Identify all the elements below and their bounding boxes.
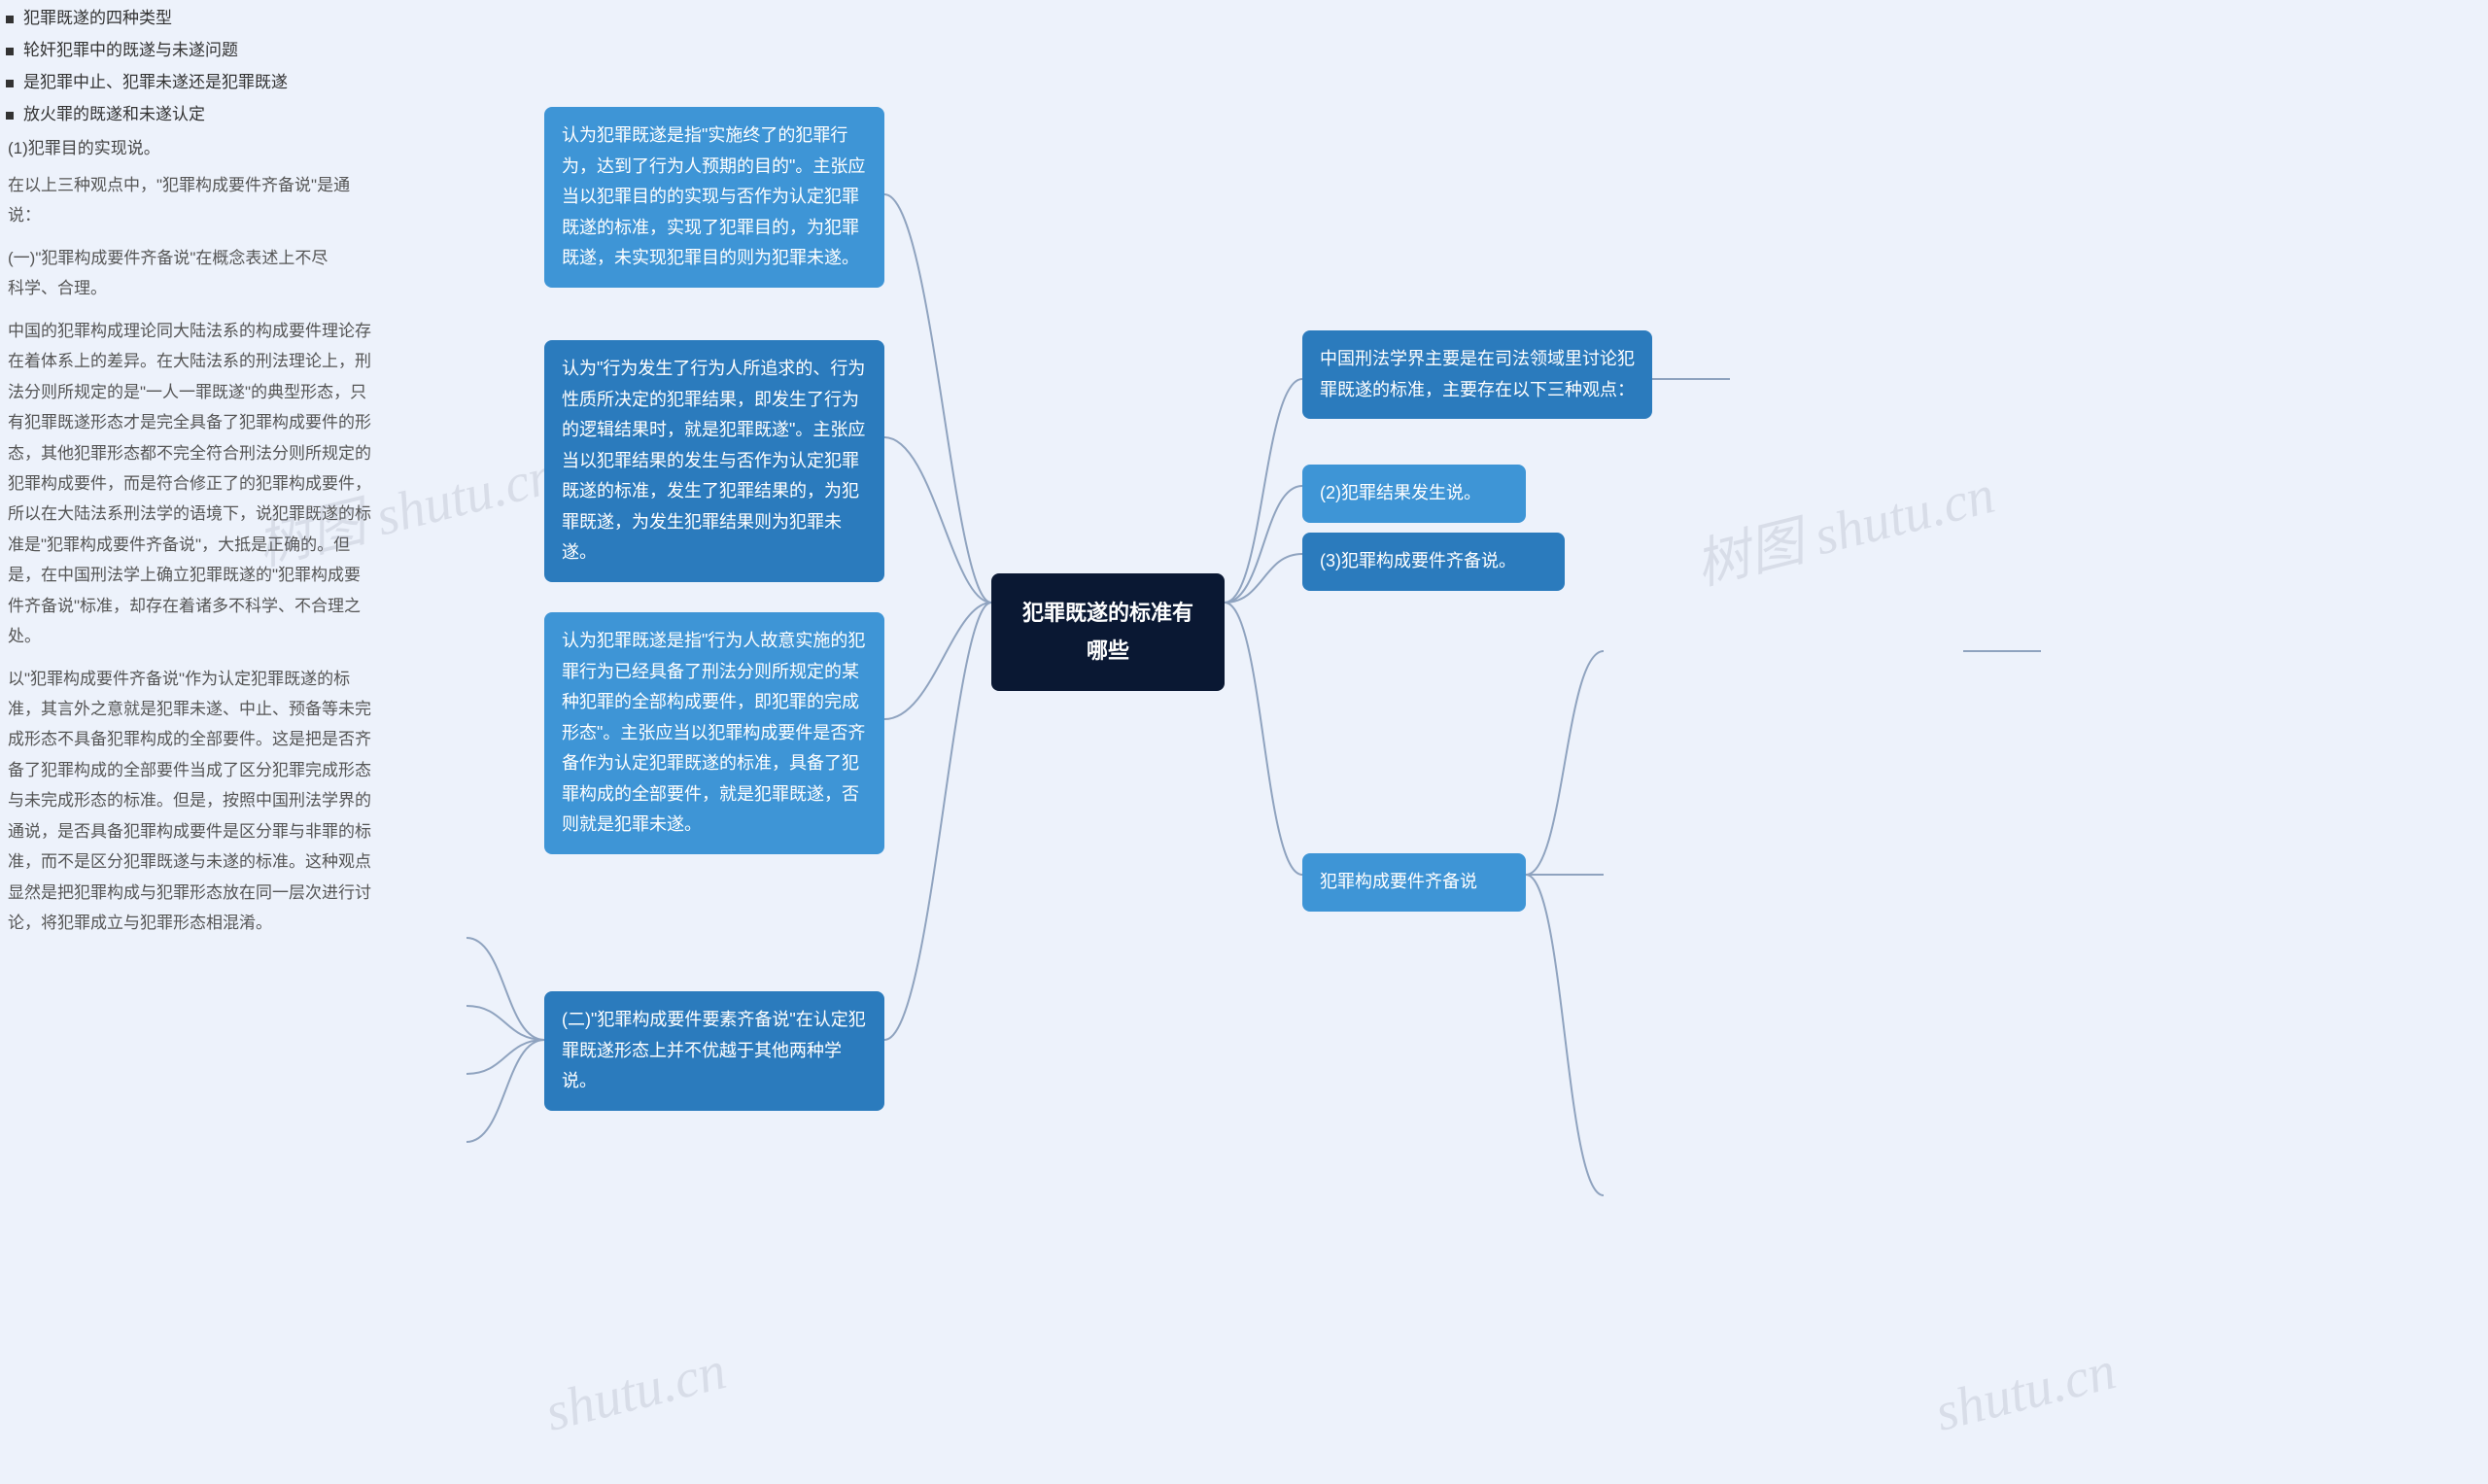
leaf-gang-rape[interactable]: 轮奸犯罪中的既遂与未遂问题 [0,32,2488,64]
watermark: shutu.cn [1929,1339,2122,1444]
right-node-result[interactable]: (2)犯罪结果发生说。 [1302,465,1526,523]
watermark: 树图 shutu.cn [1686,450,2001,601]
mindmap-root[interactable]: 犯罪既遂的标准有哪些 [991,573,1225,691]
leaf-four-types[interactable]: 犯罪既遂的四种类型 [0,0,2488,32]
watermark: shutu.cn [539,1339,732,1444]
leaf-suspension[interactable]: 是犯罪中止、犯罪未遂还是犯罪既遂 [0,64,2488,96]
left-node-purpose-theory[interactable]: 认为犯罪既遂是指"实施终了的犯罪行为，达到了行为人预期的目的"。主张应当以犯罪目… [544,107,884,288]
left-node-elements-theory[interactable]: 认为犯罪既遂是指"行为人故意实施的犯罪行为已经具备了刑法分则所规定的某种犯罪的全… [544,612,884,854]
left-node-comparison[interactable]: (二)"犯罪构成要件要素齐备说"在认定犯罪既遂形态上并不优越于其他两种学说。 [544,991,884,1111]
left-node-result-theory[interactable]: 认为"行为发生了行为人所追求的、行为性质所决定的犯罪结果，即发生了行为的逻辑结果… [544,340,884,582]
right-detail-intro-child: (一)"犯罪构成要件齐备说"在概念表述上不尽科学、合理。 [0,237,350,310]
right-detail-body2: 以"犯罪构成要件齐备说"作为认定犯罪既遂的标准，其言外之意就是犯罪未遂、中止、预… [0,658,379,945]
right-detail-intro: 在以上三种观点中，"犯罪构成要件齐备说"是通说： [0,164,360,237]
right-node-intro[interactable]: 中国刑法学界主要是在司法领域里讨论犯罪既遂的标准，主要存在以下三种观点： [1302,330,1652,419]
right-detail-body1: 中国的犯罪构成理论同大陆法系的构成要件理论存在着体系上的差异。在大陆法系的刑法理… [0,310,379,658]
right-node-elements-detail[interactable]: 犯罪构成要件齐备说 [1302,853,1526,912]
leaf-arson[interactable]: 放火罪的既遂和未遂认定 [0,96,2488,128]
right-node-intro-child: (1)犯罪目的实现说。 [0,128,2488,164]
right-node-elements[interactable]: (3)犯罪构成要件齐备说。 [1302,533,1565,591]
